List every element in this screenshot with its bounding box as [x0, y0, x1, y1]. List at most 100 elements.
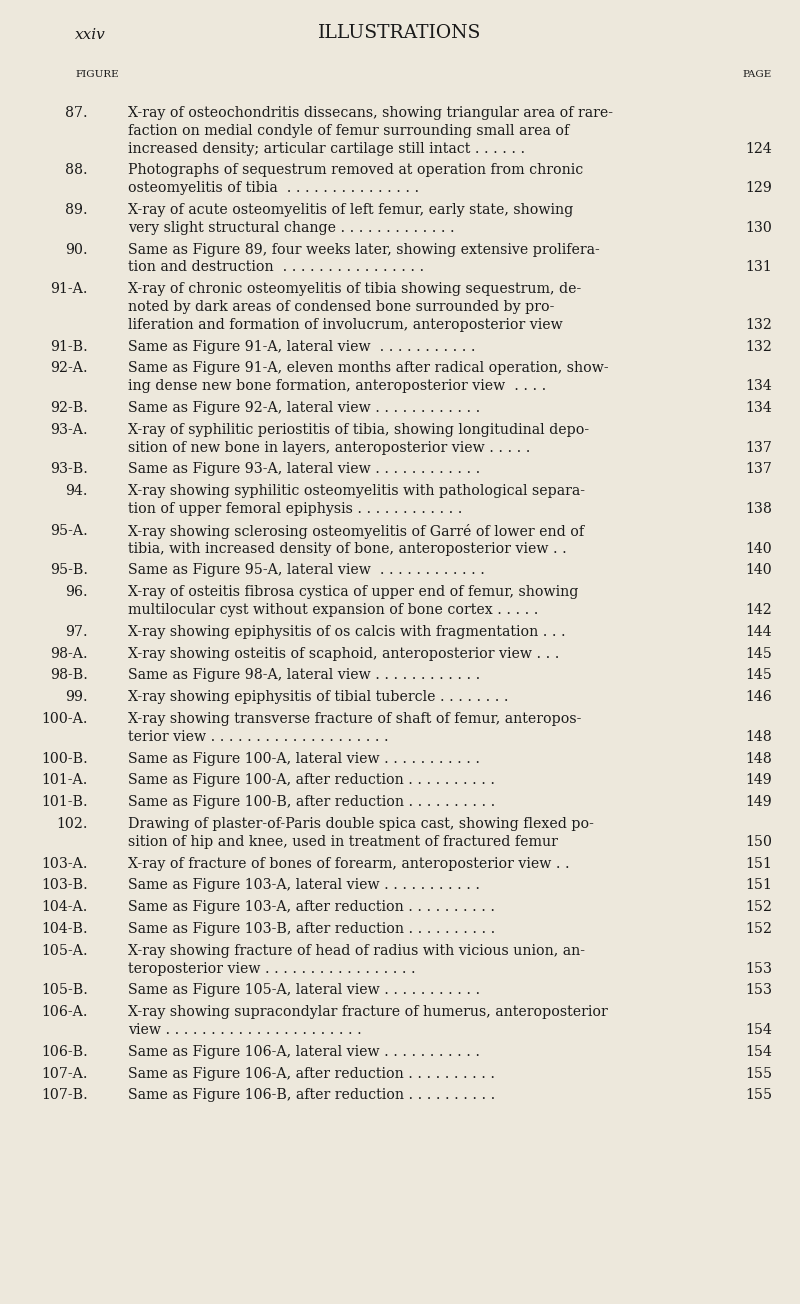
Text: noted by dark areas of condensed bone surrounded by pro-: noted by dark areas of condensed bone su…	[128, 300, 554, 314]
Text: 124: 124	[746, 142, 772, 155]
Text: 104-A.: 104-A.	[42, 900, 88, 914]
Text: tibia, with increased density of bone, anteroposterior view . .: tibia, with increased density of bone, a…	[128, 541, 566, 556]
Text: 87.: 87.	[66, 106, 88, 120]
Text: xxiv: xxiv	[75, 27, 106, 42]
Text: 137: 137	[745, 463, 772, 476]
Text: 134: 134	[746, 402, 772, 415]
Text: 92-A.: 92-A.	[50, 361, 88, 376]
Text: X-ray showing transverse fracture of shaft of femur, anteropos-: X-ray showing transverse fracture of sha…	[128, 712, 582, 726]
Text: 151: 151	[745, 857, 772, 871]
Text: 89.: 89.	[66, 203, 88, 216]
Text: sition of new bone in layers, anteroposterior view . . . . .: sition of new bone in layers, anteropost…	[128, 441, 530, 455]
Text: Same as Figure 103-A, after reduction . . . . . . . . . .: Same as Figure 103-A, after reduction . …	[128, 900, 495, 914]
Text: 97.: 97.	[66, 625, 88, 639]
Text: Same as Figure 91-A, eleven months after radical operation, show-: Same as Figure 91-A, eleven months after…	[128, 361, 609, 376]
Text: 90.: 90.	[66, 243, 88, 257]
Text: Same as Figure 95-A, lateral view  . . . . . . . . . . . .: Same as Figure 95-A, lateral view . . . …	[128, 563, 485, 578]
Text: 101-A.: 101-A.	[42, 773, 88, 788]
Text: 137: 137	[745, 441, 772, 455]
Text: 96.: 96.	[66, 585, 88, 600]
Text: 132: 132	[745, 318, 772, 331]
Text: 98-A.: 98-A.	[50, 647, 88, 661]
Text: tion of upper femoral epiphysis . . . . . . . . . . . .: tion of upper femoral epiphysis . . . . …	[128, 502, 462, 516]
Text: 105-A.: 105-A.	[42, 944, 88, 958]
Text: 106-B.: 106-B.	[42, 1045, 88, 1059]
Text: 98-B.: 98-B.	[50, 669, 88, 682]
Text: X-ray showing osteitis of scaphoid, anteroposterior view . . .: X-ray showing osteitis of scaphoid, ante…	[128, 647, 559, 661]
Text: osteomyelitis of tibia  . . . . . . . . . . . . . . .: osteomyelitis of tibia . . . . . . . . .…	[128, 181, 419, 196]
Text: 101-B.: 101-B.	[42, 795, 88, 810]
Text: 131: 131	[746, 261, 772, 274]
Text: 107-A.: 107-A.	[42, 1067, 88, 1081]
Text: 106-A.: 106-A.	[42, 1005, 88, 1020]
Text: 146: 146	[746, 690, 772, 704]
Text: FIGURE: FIGURE	[75, 70, 118, 80]
Text: increased density; articular cartilage still intact . . . . . .: increased density; articular cartilage s…	[128, 142, 525, 155]
Text: 91-A.: 91-A.	[50, 282, 88, 296]
Text: 104-B.: 104-B.	[42, 922, 88, 936]
Text: 149: 149	[746, 773, 772, 788]
Text: Same as Figure 106-A, after reduction . . . . . . . . . .: Same as Figure 106-A, after reduction . …	[128, 1067, 495, 1081]
Text: view . . . . . . . . . . . . . . . . . . . . . .: view . . . . . . . . . . . . . . . . . .…	[128, 1024, 362, 1037]
Text: X-ray of syphilitic periostitis of tibia, showing longitudinal depo-: X-ray of syphilitic periostitis of tibia…	[128, 422, 589, 437]
Text: 154: 154	[745, 1045, 772, 1059]
Text: Same as Figure 100-A, lateral view . . . . . . . . . . .: Same as Figure 100-A, lateral view . . .…	[128, 751, 480, 765]
Text: 155: 155	[745, 1089, 772, 1102]
Text: 100-B.: 100-B.	[42, 751, 88, 765]
Text: sition of hip and knee, used in treatment of fractured femur: sition of hip and knee, used in treatmen…	[128, 835, 558, 849]
Text: X-ray showing sclerosing osteomyelitis of Garré of lower end of: X-ray showing sclerosing osteomyelitis o…	[128, 524, 584, 539]
Text: 130: 130	[745, 220, 772, 235]
Text: 153: 153	[745, 983, 772, 998]
Text: 107-B.: 107-B.	[42, 1089, 88, 1102]
Text: 148: 148	[746, 751, 772, 765]
Text: tion and destruction  . . . . . . . . . . . . . . . .: tion and destruction . . . . . . . . . .…	[128, 261, 424, 274]
Text: 152: 152	[745, 922, 772, 936]
Text: 102.: 102.	[57, 818, 88, 831]
Text: Same as Figure 103-B, after reduction . . . . . . . . . .: Same as Figure 103-B, after reduction . …	[128, 922, 495, 936]
Text: 134: 134	[746, 379, 772, 394]
Text: X-ray of fracture of bones of forearm, anteroposterior view . .: X-ray of fracture of bones of forearm, a…	[128, 857, 570, 871]
Text: 153: 153	[745, 961, 772, 975]
Text: 151: 151	[745, 879, 772, 892]
Text: ILLUSTRATIONS: ILLUSTRATIONS	[318, 23, 482, 42]
Text: 92-B.: 92-B.	[50, 402, 88, 415]
Text: X-ray showing epiphysitis of os calcis with fragmentation . . .: X-ray showing epiphysitis of os calcis w…	[128, 625, 566, 639]
Text: X-ray showing epiphysitis of tibial tubercle . . . . . . . .: X-ray showing epiphysitis of tibial tube…	[128, 690, 509, 704]
Text: 103-B.: 103-B.	[42, 879, 88, 892]
Text: 91-B.: 91-B.	[50, 339, 88, 353]
Text: Same as Figure 103-A, lateral view . . . . . . . . . . .: Same as Figure 103-A, lateral view . . .…	[128, 879, 480, 892]
Text: Same as Figure 93-A, lateral view . . . . . . . . . . . .: Same as Figure 93-A, lateral view . . . …	[128, 463, 480, 476]
Text: X-ray showing supracondylar fracture of humerus, anteroposterior: X-ray showing supracondylar fracture of …	[128, 1005, 608, 1020]
Text: Same as Figure 105-A, lateral view . . . . . . . . . . .: Same as Figure 105-A, lateral view . . .…	[128, 983, 480, 998]
Text: 99.: 99.	[66, 690, 88, 704]
Text: very slight structural change . . . . . . . . . . . . .: very slight structural change . . . . . …	[128, 220, 454, 235]
Text: PAGE: PAGE	[742, 70, 772, 80]
Text: terior view . . . . . . . . . . . . . . . . . . . .: terior view . . . . . . . . . . . . . . …	[128, 730, 389, 743]
Text: 129: 129	[745, 181, 772, 196]
Text: X-ray of acute osteomyelitis of left femur, early state, showing: X-ray of acute osteomyelitis of left fem…	[128, 203, 574, 216]
Text: 145: 145	[745, 647, 772, 661]
Text: Same as Figure 98-A, lateral view . . . . . . . . . . . .: Same as Figure 98-A, lateral view . . . …	[128, 669, 480, 682]
Text: 152: 152	[745, 900, 772, 914]
Text: Same as Figure 106-A, lateral view . . . . . . . . . . .: Same as Figure 106-A, lateral view . . .…	[128, 1045, 480, 1059]
Text: faction on medial condyle of femur surrounding small area of: faction on medial condyle of femur surro…	[128, 124, 570, 138]
Text: 140: 140	[746, 541, 772, 556]
Text: 95-B.: 95-B.	[50, 563, 88, 578]
Text: 105-B.: 105-B.	[41, 983, 88, 998]
Text: 103-A.: 103-A.	[42, 857, 88, 871]
Text: Same as Figure 89, four weeks later, showing extensive prolifera-: Same as Figure 89, four weeks later, sho…	[128, 243, 600, 257]
Text: Same as Figure 100-A, after reduction . . . . . . . . . .: Same as Figure 100-A, after reduction . …	[128, 773, 495, 788]
Text: 144: 144	[746, 625, 772, 639]
Text: X-ray showing fracture of head of radius with vicious union, an-: X-ray showing fracture of head of radius…	[128, 944, 585, 958]
Text: 148: 148	[746, 730, 772, 743]
Text: Same as Figure 91-A, lateral view  . . . . . . . . . . .: Same as Figure 91-A, lateral view . . . …	[128, 339, 475, 353]
Text: 149: 149	[746, 795, 772, 810]
Text: 93-A.: 93-A.	[50, 422, 88, 437]
Text: 140: 140	[746, 563, 772, 578]
Text: X-ray of osteochondritis dissecans, showing triangular area of rare-: X-ray of osteochondritis dissecans, show…	[128, 106, 613, 120]
Text: 94.: 94.	[66, 484, 88, 498]
Text: 88.: 88.	[66, 163, 88, 177]
Text: 154: 154	[745, 1024, 772, 1037]
Text: 155: 155	[745, 1067, 772, 1081]
Text: multilocular cyst without expansion of bone cortex . . . . .: multilocular cyst without expansion of b…	[128, 602, 538, 617]
